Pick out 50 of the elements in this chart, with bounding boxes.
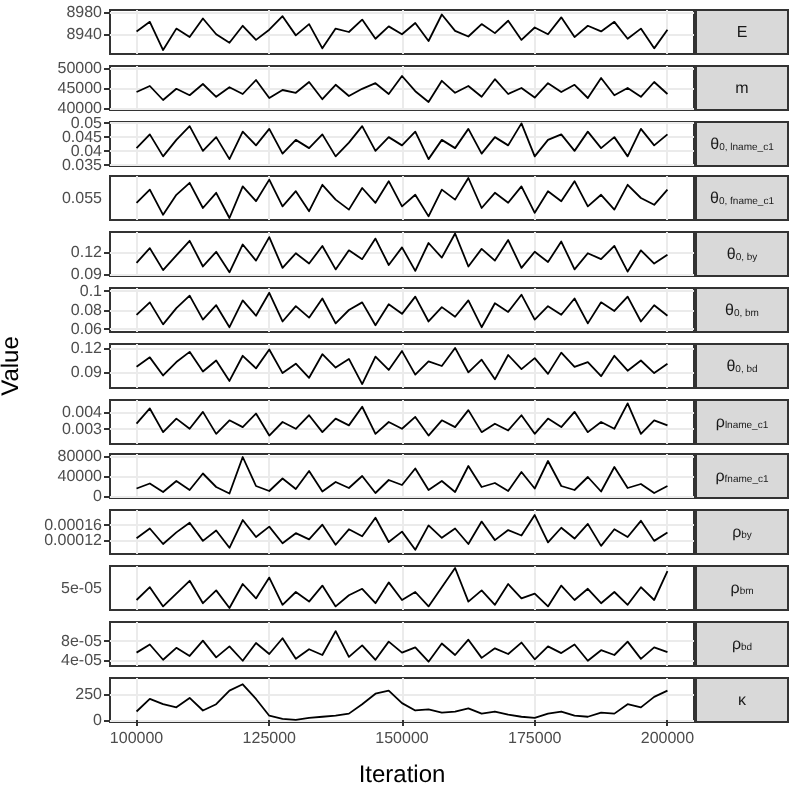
x-tick-label: 150000	[375, 728, 430, 747]
y-tick-label: 0.08	[70, 301, 104, 319]
y-tick-label: 0.09	[70, 265, 104, 284]
line-series	[135, 629, 669, 663]
y-tick-label: 0.00012	[44, 531, 104, 550]
line-series	[135, 74, 669, 103]
y-tick-label: 40000	[57, 98, 104, 117]
line-series	[135, 291, 669, 329]
y-tick-label: 0.003	[61, 418, 104, 437]
y-tick-label: 0.06	[70, 320, 104, 339]
y-tick-label: 45000	[57, 78, 104, 97]
y-tick-label: 0.09	[70, 362, 104, 381]
line-series	[135, 456, 669, 496]
y-tick-label: 40000	[57, 467, 104, 486]
y-tick-label: 0.12	[70, 243, 104, 262]
x-tick-label: 100000	[109, 728, 165, 747]
x-axis-title: Iteration	[358, 759, 446, 788]
line-series	[135, 346, 669, 385]
y-tick-label: 4e-05	[61, 650, 104, 669]
text: 5e-05	[61, 579, 104, 597]
y-tick-label: 0.004	[61, 402, 104, 421]
line-series	[135, 121, 669, 160]
y-tick-label: 0.04	[70, 141, 104, 160]
y-tick-label: 8e-05	[61, 631, 104, 650]
line-series	[135, 682, 669, 720]
y-tick-label: 0.035	[61, 154, 104, 173]
line-series	[135, 13, 669, 51]
y-tick-label: 8940	[66, 25, 104, 44]
x-tick-label: 175000	[508, 728, 563, 747]
y-tick-label: 0.1	[79, 281, 104, 300]
x-tick-label: 125000	[242, 728, 298, 747]
y-tick-label: 0	[93, 710, 104, 729]
text: κ	[738, 690, 748, 709]
y-tick-label: 0.00016	[44, 516, 104, 535]
text: E	[736, 23, 748, 41]
line-series	[135, 514, 669, 552]
y-tick-label: 0.045	[61, 127, 104, 146]
y-tick-label: 50000	[57, 58, 104, 77]
line-series	[135, 401, 669, 436]
x-tick-label: 200000	[640, 728, 696, 747]
line-series	[135, 232, 669, 274]
y-tick-label: 0	[93, 487, 104, 506]
y-tick-label: 250	[75, 683, 104, 702]
y-axis-title: Value	[0, 335, 24, 396]
y-tick-label: 8980	[66, 2, 104, 21]
text: m	[735, 78, 750, 97]
y-tick-label: 80000	[57, 447, 104, 466]
y-tick-label: 0.12	[70, 338, 104, 357]
text: 0.055	[61, 189, 104, 208]
y-tick-label: 0.05	[70, 113, 104, 132]
